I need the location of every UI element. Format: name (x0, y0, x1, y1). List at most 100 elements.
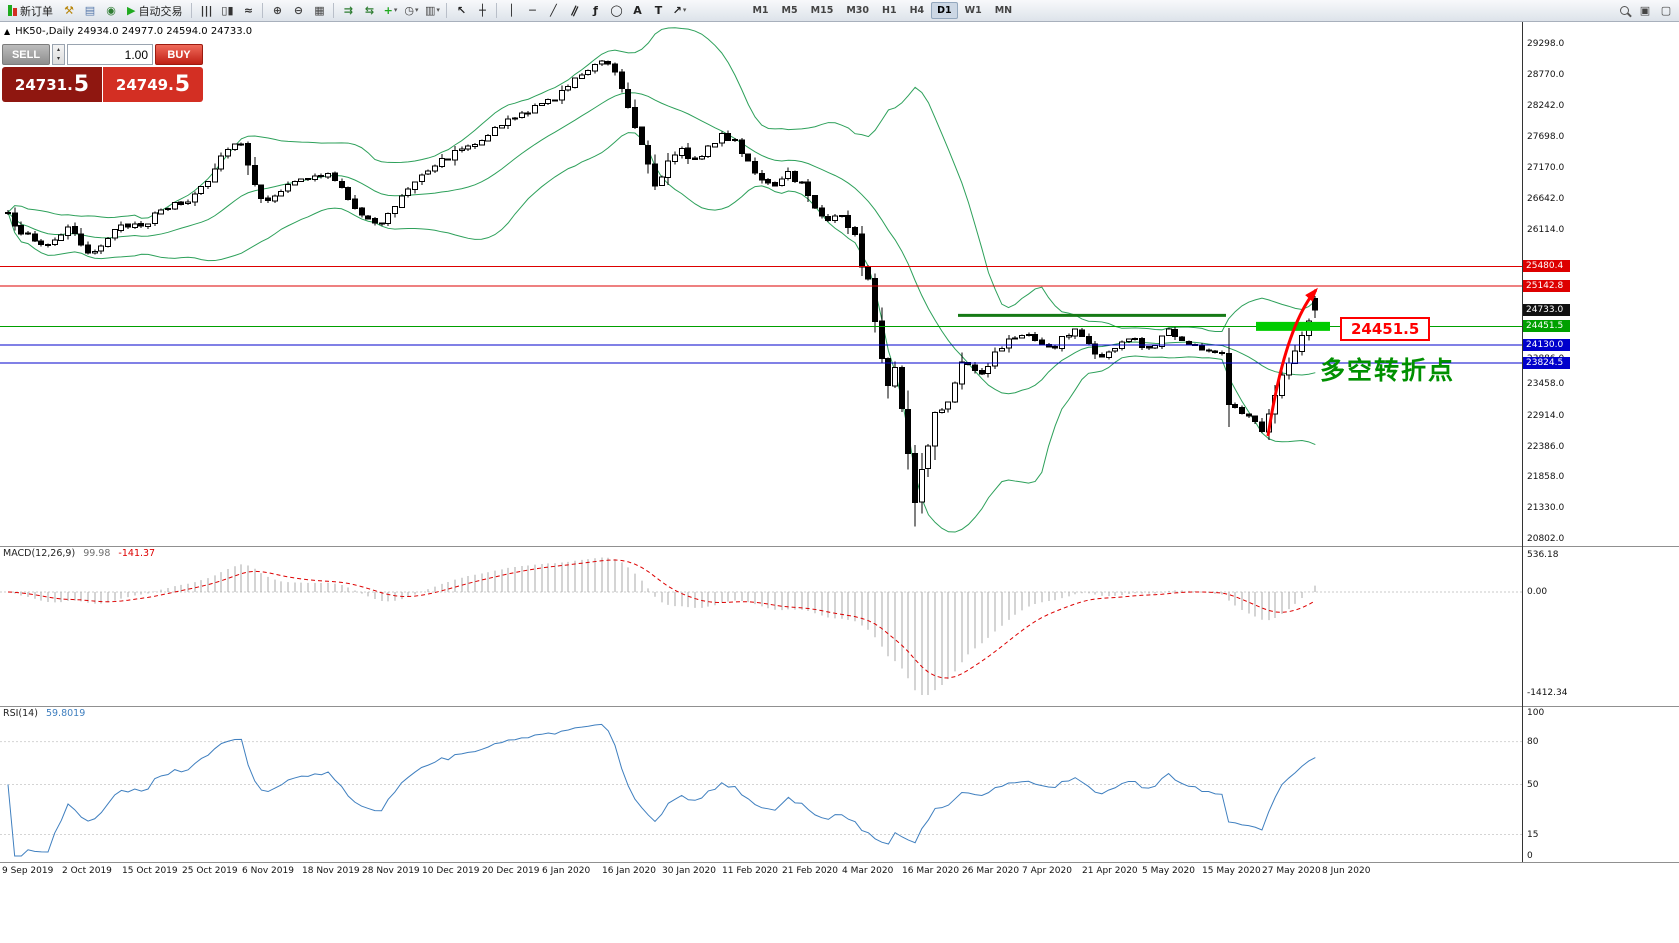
timeframe-w1[interactable]: W1 (964, 5, 982, 16)
new-order-button[interactable]: 新订单 (3, 2, 58, 20)
timeframe-m1[interactable]: M1 (752, 5, 769, 16)
volume-input[interactable] (67, 44, 153, 65)
auto-trading-button[interactable]: ▶ 自动交易 (127, 4, 183, 18)
price-axis-label: 26114.0 (1527, 224, 1565, 235)
crosshair-icon[interactable]: ┼ (479, 4, 486, 17)
macd-axis-label: 536.18 (1527, 550, 1559, 560)
date-label: 20 Dec 2019 (482, 866, 540, 876)
price-axis-label: 22914.0 (1527, 410, 1565, 421)
channel-icon[interactable]: ∥ (569, 3, 580, 18)
price-axis-label: 23458.0 (1527, 379, 1565, 390)
search-icon[interactable] (1614, 2, 1634, 20)
volume-up-icon[interactable]: ▴ (56, 45, 60, 53)
one-click-toggle[interactable]: ▲ (4, 27, 11, 36)
zoom-in-icon[interactable]: ⊕ (272, 4, 283, 17)
timeframe-h1[interactable]: H1 (882, 5, 897, 16)
periods-icon[interactable]: ◷ ▾ (404, 4, 419, 17)
text-icon[interactable]: A (633, 4, 642, 17)
volume-down-icon[interactable]: ▾ (56, 55, 60, 63)
timeframe-d1[interactable]: D1 (931, 2, 958, 19)
sell-button[interactable]: SELL (2, 44, 50, 65)
price-axis-label: 28242.0 (1527, 100, 1565, 111)
timeframe-m15[interactable]: M15 (810, 5, 834, 16)
toolbar-separator (446, 3, 448, 18)
date-label: 26 Mar 2020 (962, 866, 1020, 876)
community-icon[interactable]: ▢ (1660, 4, 1672, 17)
data-window-icon[interactable]: ▣ (1639, 4, 1651, 17)
price-line-label: 25142.8 (1523, 280, 1570, 293)
drawn-objects[interactable] (958, 287, 1330, 437)
macd-axis-label: 0.00 (1527, 587, 1548, 597)
chart-window[interactable]: ▲ HK50-,Daily 24934.0 24977.0 24594.0 24… (0, 22, 1679, 943)
buy-price[interactable]: 24749. 5 (103, 67, 203, 102)
date-label: 27 May 2020 (1262, 866, 1321, 876)
shapes-icon[interactable]: ◯ (610, 4, 623, 17)
arrows-icon[interactable]: ↗ ▾ (672, 4, 687, 17)
auto-scroll-icon[interactable]: ⇉ (343, 4, 354, 17)
toolbar-separator (262, 3, 264, 18)
symbol-header: ▲ HK50-,Daily 24934.0 24977.0 24594.0 24… (4, 26, 252, 37)
date-label: 6 Nov 2019 (242, 866, 294, 876)
tile-windows-icon[interactable]: ▦ (314, 4, 325, 17)
profile-icon[interactable]: ▤ (84, 4, 96, 17)
refresh-icon[interactable]: ◉ (106, 4, 116, 17)
symbol-ohlc-text: HK50-,Daily 24934.0 24977.0 24594.0 2473… (15, 26, 253, 37)
date-label: 6 Jan 2020 (542, 866, 591, 876)
timeframe-m30[interactable]: M30 (846, 5, 869, 16)
macd-main-value: 99.98 (83, 548, 111, 559)
date-label: 9 Sep 2019 (2, 866, 54, 876)
price-axis-label: 22386.0 (1527, 441, 1565, 452)
price-line-label: 25480.4 (1523, 260, 1570, 273)
rsi-axis-label: 50 (1527, 779, 1539, 790)
date-label: 16 Jan 2020 (602, 866, 656, 876)
date-label: 18 Nov 2019 (302, 866, 360, 876)
macd-header: MACD(12,26,9) 99.98 -141.37 (3, 548, 155, 559)
price-line-label: 23824.5 (1523, 356, 1570, 369)
text-label-icon[interactable]: T (654, 4, 663, 17)
price-line-label: 24733.0 (1523, 303, 1570, 316)
price-line-label: 24451.5 (1523, 320, 1570, 333)
timeframe-mn[interactable]: MN (994, 5, 1013, 16)
chart-canvas[interactable] (0, 22, 1679, 872)
bar-chart-icon[interactable]: ||| (200, 4, 213, 17)
price-axis-label: 29298.0 (1527, 39, 1565, 50)
price-callout-label[interactable]: 24451.5 (1340, 317, 1431, 341)
toolbar: 新订单 ⚒ ▤ ◉ ▶ 自动交易 ||| ▯▮ ≈ ⊕ ⊖ ▦ ⇉ ⇆ + ▾ ◷ ▾ ▥ ▾ ↖ ┼ │ ─ ╱ ∥ ƒ ◯ A T ↗ ▾… (0, 0, 1679, 22)
new-order-icon (8, 5, 17, 16)
horizontal-line-icon[interactable]: ─ (529, 4, 536, 17)
zoom-out-icon[interactable]: ⊖ (293, 4, 304, 17)
price-axis-label: 20802.0 (1527, 534, 1565, 544)
hammer-icon[interactable]: ⚒ (64, 4, 74, 17)
macd-name: MACD(12,26,9) (3, 548, 76, 559)
chart-frame (0, 22, 1679, 863)
templates-icon[interactable]: ▥ ▾ (425, 4, 440, 17)
line-chart-icon[interactable]: ≈ (243, 4, 254, 17)
date-label: 11 Feb 2020 (722, 866, 779, 876)
cursor-icon[interactable]: ↖ (456, 4, 467, 17)
candles (5, 60, 1318, 527)
trendline-icon[interactable]: ╱ (550, 4, 557, 17)
rsi-axis-label: 15 (1527, 829, 1539, 840)
timeframe-h4[interactable]: H4 (909, 5, 925, 16)
date-label: 8 Jun 2020 (1322, 866, 1371, 876)
indicators-icon[interactable]: + ▾ (383, 4, 398, 17)
price-axis-label: 28770.0 (1527, 69, 1565, 80)
macd-plot (0, 557, 1522, 695)
magnifier-glyph (1619, 6, 1629, 15)
chart-shift-icon[interactable]: ⇆ (364, 4, 375, 17)
timeframe-m5[interactable]: M5 (781, 5, 798, 16)
toolbar-separator (333, 3, 335, 18)
candlestick-chart-icon[interactable]: ▯▮ (221, 4, 234, 17)
one-click-trading-panel: SELL ▴ ▾ BUY 24731.5 24749.5 (2, 44, 203, 102)
price-line-label: 24130.0 (1523, 339, 1570, 352)
vertical-line-icon[interactable]: │ (508, 4, 515, 17)
horizontal-line-objects[interactable] (0, 265, 1522, 364)
rsi-axis-label: 0 (1527, 851, 1533, 861)
rsi-axis-label: 80 (1527, 736, 1539, 747)
buy-button[interactable]: BUY (155, 44, 203, 65)
price-axis-label: 26642.0 (1527, 193, 1565, 204)
volume-stepper[interactable]: ▴ ▾ (52, 44, 65, 65)
annotation-text[interactable]: 多空转折点 (1320, 356, 1456, 385)
sell-price[interactable]: 24731. 5 (2, 67, 102, 102)
fibonacci-icon[interactable]: ƒ (593, 4, 598, 17)
